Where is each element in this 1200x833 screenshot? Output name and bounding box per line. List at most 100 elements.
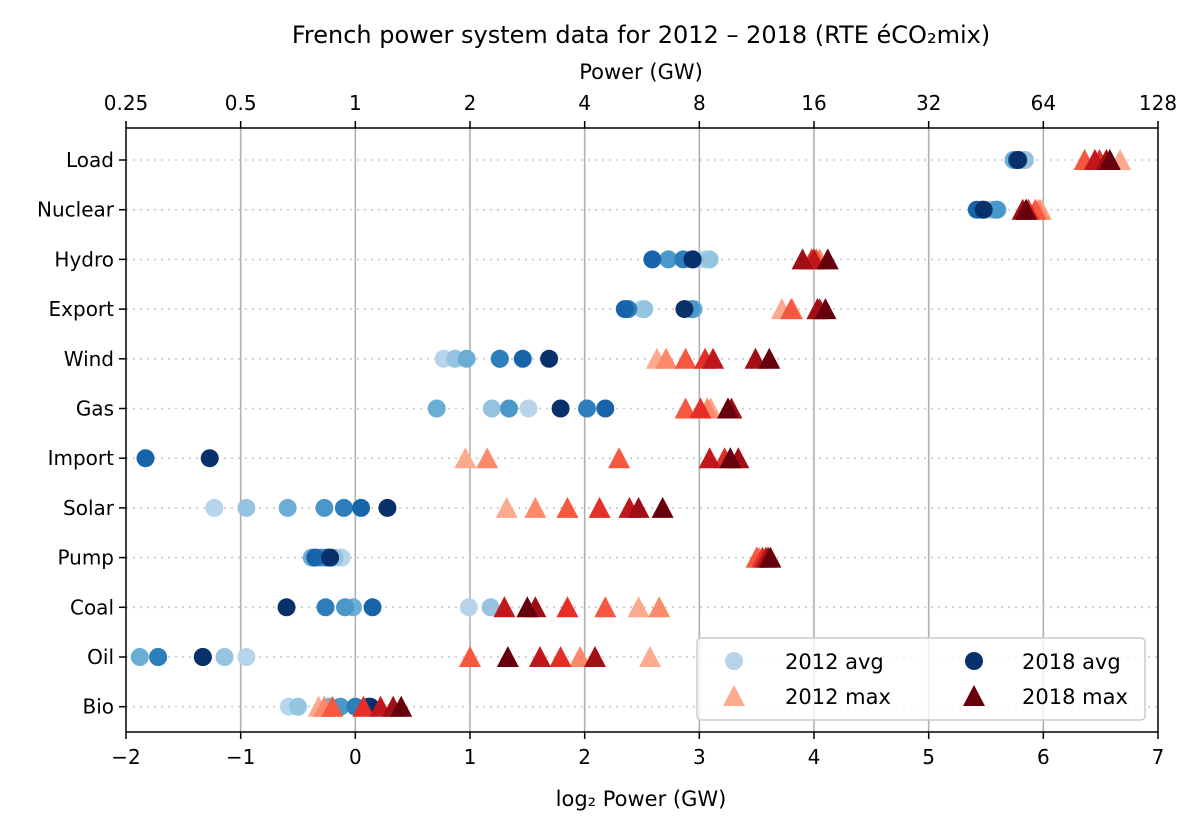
max-point-import-2012 xyxy=(454,447,477,469)
x-tick-label: 1 xyxy=(464,745,477,769)
avg-point-gas-2017 xyxy=(596,399,615,418)
x-tick-label: −1 xyxy=(226,745,255,769)
max-point-coal-2018 xyxy=(516,596,539,618)
max-point-gas-2015 xyxy=(689,397,712,419)
avg-point-gas-2013 xyxy=(482,399,501,418)
max-point-hydro-2017 xyxy=(791,248,814,270)
x-tick-label: 3 xyxy=(693,745,706,769)
avg-point-solar-2015 xyxy=(315,498,334,517)
avg-point-gas-2015 xyxy=(499,399,518,418)
avg-point-oil-2012 xyxy=(237,648,256,666)
max-point-load-2018 xyxy=(1098,149,1121,170)
max-point-pump-2018 xyxy=(759,546,782,568)
max-point-import-2013 xyxy=(476,447,499,469)
avg-point-solar-2013 xyxy=(237,498,256,517)
axes: −2 0.25 −1 0.5 0 1 1 2 2 4 3 8 4 16 5 32 6 64 7 128 Load Nucl… xyxy=(37,91,1177,769)
chart-title: French power system data for 2012 – 2018… xyxy=(292,21,990,49)
max-point-import-2014 xyxy=(608,447,631,469)
x-tick-label-top: 0.5 xyxy=(225,91,257,115)
avg-point-solar-2018 xyxy=(378,498,397,517)
avg-point-nuclear-2015 xyxy=(987,200,1006,219)
legend-marker-triangle xyxy=(723,685,745,706)
avg-point-pump-2017 xyxy=(306,548,325,567)
y-tick-label: Oil xyxy=(87,645,114,669)
max-point-wind-2016 xyxy=(702,347,725,369)
avg-point-oil-2016 xyxy=(149,648,168,666)
max-point-import-2018 xyxy=(719,447,742,469)
max-point-wind-2017 xyxy=(744,347,767,369)
avg-point-load-2018 xyxy=(1009,151,1028,169)
legend-marker-triangle xyxy=(963,685,985,706)
x-tick-label: 7 xyxy=(1152,745,1165,769)
max-point-solar-2014 xyxy=(556,496,579,518)
avg-point-coal-2013 xyxy=(481,598,500,617)
x-tick-label-top: 32 xyxy=(916,91,941,115)
max-point-wind-2013 xyxy=(655,347,678,369)
avg-point-coal-2017 xyxy=(363,598,382,617)
y-tick-label: Pump xyxy=(57,546,114,570)
max-point-bio-2014 xyxy=(321,695,344,717)
max-point-solar-2013 xyxy=(524,496,547,518)
x-tick-label-top: 16 xyxy=(801,91,826,115)
max-point-oil-2012 xyxy=(639,646,662,667)
max-point-solar-2018 xyxy=(651,496,674,518)
max-point-coal-2014 xyxy=(594,596,617,618)
avg-point-export-2018 xyxy=(675,300,694,319)
y-tick-label: Import xyxy=(48,446,115,470)
avg-point-import-2018 xyxy=(200,449,219,468)
max-point-import-2016 xyxy=(698,447,721,469)
avg-point-solar-2012 xyxy=(205,498,224,517)
avg-point-wind-2017 xyxy=(513,349,532,368)
y-tick-label: Export xyxy=(49,297,115,321)
max-point-solar-2017 xyxy=(627,496,650,518)
avg-point-wind-2016 xyxy=(490,349,509,368)
max-point-export-2018 xyxy=(814,298,837,320)
avg-point-oil-2018 xyxy=(193,648,212,666)
max-point-export-2014 xyxy=(780,298,803,320)
y-tick-label: Gas xyxy=(76,397,114,421)
max-point-solar-2015 xyxy=(588,496,611,518)
max-point-nuclear-2018 xyxy=(1015,198,1038,220)
avg-point-hydro-2017 xyxy=(643,250,662,269)
x-tick-label-top: 8 xyxy=(693,91,706,115)
avg-point-gas-2016 xyxy=(577,399,596,418)
legend-label: 2012 max xyxy=(785,685,891,709)
legend-label: 2012 avg xyxy=(785,650,884,674)
x-tick-label-top: 2 xyxy=(464,91,477,115)
avg-point-hydro-2015 xyxy=(659,250,678,269)
max-point-oil-2017 xyxy=(583,646,606,667)
x-tick-label: 6 xyxy=(1037,745,1050,769)
max-point-gas-2014 xyxy=(674,397,697,419)
avg-point-coal-2012 xyxy=(459,598,478,617)
avg-point-gas-2012 xyxy=(519,399,538,418)
max-point-oil-2013 xyxy=(569,646,592,667)
avg-point-bio-2013 xyxy=(289,697,307,716)
y-tick-label: Load xyxy=(66,148,114,172)
max-point-coal-2015 xyxy=(556,596,579,618)
avg-point-hydro-2018 xyxy=(683,250,702,269)
x-tick-label-top: 0.25 xyxy=(104,91,149,115)
legend-box xyxy=(696,637,1146,721)
legend-label: 2018 avg xyxy=(1022,650,1121,674)
avg-point-export-2013 xyxy=(635,300,654,319)
avg-point-gas-2014 xyxy=(427,399,446,418)
legend: 2012 avg 2018 avg 2012 max 2018 max xyxy=(696,637,1146,721)
x-tick-label: 5 xyxy=(922,745,935,769)
y-tick-label: Nuclear xyxy=(37,198,115,222)
max-point-oil-2018 xyxy=(496,646,519,667)
avg-point-gas-2018 xyxy=(551,399,570,418)
legend-label: 2018 max xyxy=(1022,685,1128,709)
max-point-bio-2015 xyxy=(352,695,375,717)
max-point-bio-2018 xyxy=(390,695,413,717)
avg-point-solar-2014 xyxy=(278,498,297,517)
x-axis-label: log₂ Power (GW) xyxy=(556,787,727,811)
grid xyxy=(126,128,1158,732)
avg-point-solar-2016 xyxy=(334,498,353,517)
avg-point-import-2017 xyxy=(136,449,155,468)
avg-point-coal-2016 xyxy=(316,598,335,617)
max-point-hydro-2018 xyxy=(816,248,839,270)
avg-point-wind-2018 xyxy=(540,349,559,368)
legend-marker-circle xyxy=(965,652,983,670)
max-point-gas-2018 xyxy=(717,397,739,419)
